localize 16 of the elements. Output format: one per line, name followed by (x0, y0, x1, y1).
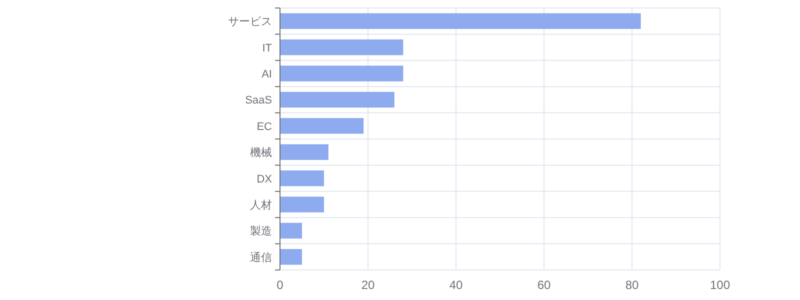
x-tick-label: 100 (710, 278, 730, 292)
y-tick-label: 人材 (250, 198, 272, 212)
y-tick-label: EC (256, 120, 272, 133)
x-tick-label: 60 (537, 278, 551, 292)
x-tick-label: 0 (276, 278, 284, 292)
y-tick-label: SaaS (245, 94, 272, 107)
y-tick-label: DX (256, 173, 273, 186)
y-tick-label: 製造 (250, 224, 272, 238)
x-tick-label: 80 (625, 278, 639, 292)
y-tick-label: サービス (228, 16, 272, 28)
y-tick-label: 通信 (250, 250, 272, 264)
x-tick-label: 40 (449, 278, 463, 292)
x-tick-label: 20 (361, 278, 375, 292)
y-tick-label: AI (262, 68, 272, 80)
y-tick-label: 機械 (250, 146, 272, 160)
y-tick-label: IT (262, 42, 272, 54)
